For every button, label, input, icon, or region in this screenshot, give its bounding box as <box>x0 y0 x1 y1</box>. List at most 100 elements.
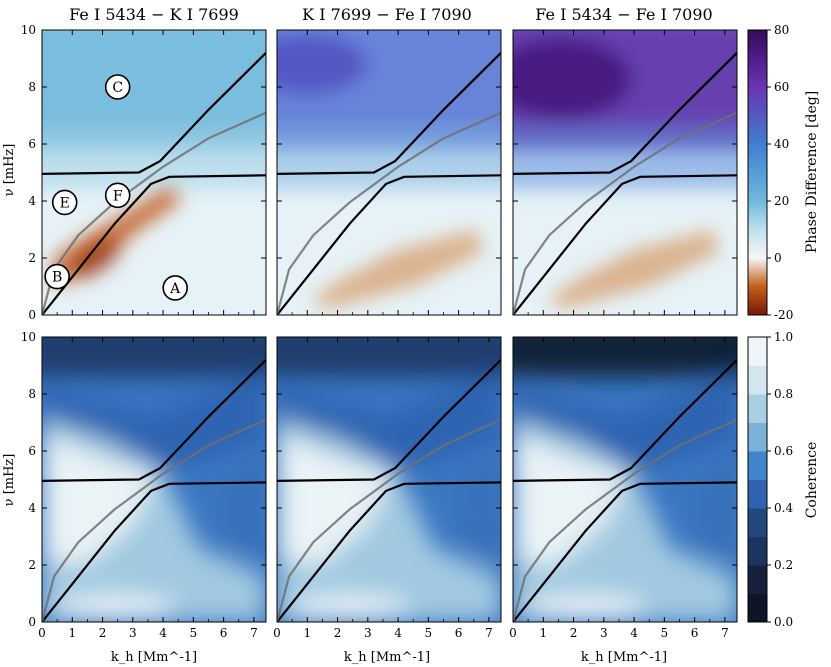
y-tick-label: 4 <box>28 501 36 515</box>
panel-coherence-3: 0 1 2 3 4 5 6 7 <box>509 336 738 640</box>
colorbar-coherence-step <box>748 479 767 509</box>
curve-2 <box>513 359 737 482</box>
annotation-circle <box>104 182 131 209</box>
coherence-peak-area <box>42 433 158 565</box>
panel-coherence-1: 0 1 2 3 4 5 6 7 0 2 4 6 8 10 <box>21 330 267 640</box>
x-tick-label: 0 <box>509 626 517 640</box>
curve-2 <box>42 359 266 482</box>
x-tick-label: 3 <box>364 626 372 640</box>
phase-mid-band <box>42 126 266 190</box>
y-tick-label: 2 <box>28 558 36 572</box>
phase-negative-ridge <box>549 229 719 310</box>
phase-mid-band <box>277 126 501 190</box>
annotation-circle <box>44 263 70 290</box>
y-axis-label-bottom: ν [mHz] <box>2 454 17 507</box>
curve-2 <box>277 52 501 175</box>
colorbar-coherence-step <box>748 565 767 594</box>
annotation-F: F <box>104 182 131 209</box>
colorbar-coherence-step <box>748 593 767 623</box>
colorbar-phase-tick-label: 20 <box>774 194 789 208</box>
panel-frame <box>512 29 738 316</box>
colorbar-coherence-step <box>748 451 767 480</box>
y-tick-label: 0 <box>28 308 36 322</box>
colorbar-coherence-tick-label: 1.0 <box>774 330 793 344</box>
panel-frame <box>276 336 502 623</box>
x-tick-label: 1 <box>303 626 311 640</box>
colorbar-coherence-tick-label: 0.2 <box>774 558 793 572</box>
y-tick-label: 8 <box>28 80 36 94</box>
phase-dark-core <box>72 238 121 278</box>
y-tick-label: 4 <box>28 194 36 208</box>
panels: A B C E F 0 2 4 6 8 10 0 1 2 3 4 5 6 7 0 2 4 6 8 10 0 1 2 3 4 5 6 7 0 1 2 3 4… <box>21 23 738 640</box>
x-tick-label: 6 <box>220 626 228 640</box>
x-tick-label: 4 <box>394 626 402 640</box>
curve-1 <box>513 481 737 622</box>
phase-negative-ridge <box>313 229 483 310</box>
phase-peak-blob <box>277 34 368 95</box>
coherence-peak-bottom <box>289 595 410 620</box>
curve-1 <box>277 481 501 622</box>
annotation-circle <box>51 189 78 216</box>
coherence-peak-area <box>513 433 629 565</box>
colorbar-phase-tick-label: 0 <box>774 251 782 265</box>
annotation-circle <box>162 275 188 301</box>
annotation-label: C <box>112 80 123 96</box>
panel-field <box>277 30 501 315</box>
y-tick-label: 6 <box>28 444 36 458</box>
panel-field <box>513 30 737 315</box>
curve-3 <box>277 418 501 622</box>
colorbar-coherence-tick-label: 0.8 <box>774 387 793 401</box>
colorbar-coherence-step <box>748 422 767 452</box>
x-tick-label: 4 <box>159 626 167 640</box>
curve-1 <box>42 481 266 622</box>
x-axis-label-3: k_h [Mm^-1] <box>581 650 667 665</box>
colorbar-coherence-label: Coherence <box>804 442 820 519</box>
panel-frame <box>276 29 502 316</box>
coherence-peak-bottom <box>525 595 646 620</box>
curve-1 <box>513 174 737 315</box>
coherence-low-top <box>42 337 266 377</box>
panel-field <box>277 337 501 622</box>
x-tick-label: 4 <box>630 626 638 640</box>
curve-1 <box>277 174 501 315</box>
colorbar-coherence-tick-label: 0.4 <box>774 501 793 515</box>
curve-1 <box>42 174 266 315</box>
colorbar-coherence-tick-label: 0.6 <box>774 444 793 458</box>
y-tick-label: 0 <box>28 615 36 629</box>
x-tick-label: 5 <box>661 626 669 640</box>
colorbar-phase-tick-label: -20 <box>774 308 793 322</box>
y-axis-label-top: ν [mHz] <box>2 144 17 197</box>
colorbar-coherence-step <box>748 508 767 537</box>
curve-2 <box>42 52 266 175</box>
x-tick-label: 3 <box>600 626 608 640</box>
column-title-1: Fe I 5434 − K I 7699 <box>69 5 239 24</box>
colorbar-coherence-step <box>748 337 767 366</box>
coherence-peak-bottom <box>54 595 175 620</box>
x-tick-label: 3 <box>129 626 137 640</box>
annotation-label: E <box>60 195 70 211</box>
panel-frame <box>41 336 267 623</box>
x-tick-label: 5 <box>425 626 433 640</box>
curve-3 <box>513 418 737 622</box>
colorbars: -20 0 20 40 60 80 Phase Difference [deg] 0.0 0.2… <box>747 23 820 629</box>
colorbar-coherence-step <box>748 365 767 395</box>
panel-frame <box>512 336 738 623</box>
coherence-low-top <box>277 337 501 377</box>
annotation-circle <box>104 74 131 100</box>
column-title-3: Fe I 5434 − Fe I 7090 <box>535 5 712 24</box>
x-tick-label: 2 <box>570 626 578 640</box>
colorbar-phase-bar <box>747 29 768 316</box>
y-tick-label: 6 <box>28 137 36 151</box>
annotation-label: B <box>52 270 62 286</box>
y-tick-label: 8 <box>28 387 36 401</box>
curve-2 <box>277 359 501 482</box>
x-tick-label: 2 <box>334 626 342 640</box>
annotation-B: B <box>44 263 70 290</box>
y-tick-label: 10 <box>21 330 36 344</box>
colorbar-coherence-step <box>748 394 767 423</box>
colorbar-coherence: 0.0 0.2 0.4 0.6 0.8 1.0 Coherence <box>747 330 820 629</box>
panel-coherence-2: 0 1 2 3 4 5 6 7 <box>273 336 502 640</box>
x-tick-label: 7 <box>721 626 729 640</box>
annotation-label: A <box>169 281 181 297</box>
colorbar-phase-tick-label: 40 <box>774 137 789 151</box>
